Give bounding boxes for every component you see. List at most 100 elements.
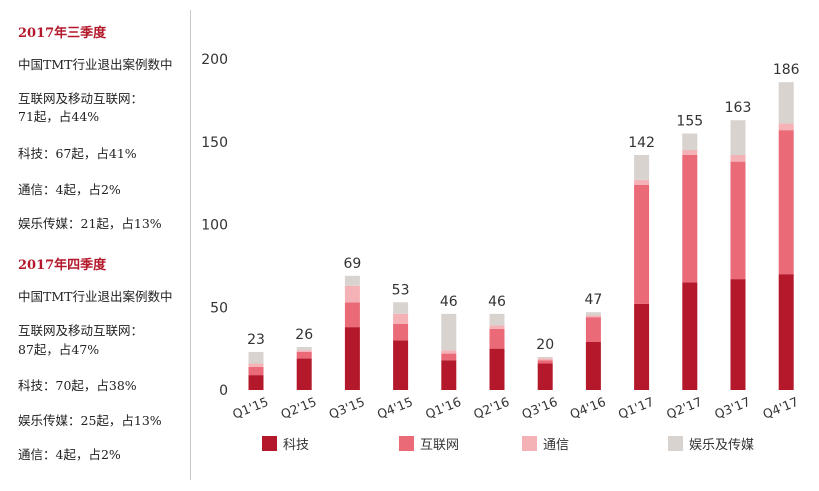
legend-label: 互联网 — [420, 438, 459, 453]
y-tick-label: 200 — [201, 52, 228, 68]
y-tick-label: 150 — [201, 135, 228, 151]
q4-internet-label: 互联网及移动互联网： — [18, 323, 144, 338]
bar-segment — [296, 346, 312, 351]
x-tick-label: Q1'17 — [616, 394, 656, 422]
bar-segment — [393, 340, 409, 390]
total-label: 163 — [725, 100, 752, 116]
bar-segment — [441, 313, 457, 351]
y-tick-label: 100 — [201, 218, 228, 234]
bar-segment — [682, 154, 698, 283]
x-tick-label: Q4'17 — [760, 394, 800, 422]
bar-segment — [730, 161, 746, 280]
x-tick-label: Q3'15 — [327, 394, 367, 422]
x-tick-label: Q4'15 — [375, 394, 415, 422]
bar-segment — [248, 363, 264, 367]
bar-segment — [441, 353, 457, 361]
total-label: 46 — [440, 294, 458, 310]
x-tick-label: Q1'16 — [423, 394, 463, 422]
total-label: 186 — [773, 62, 800, 78]
bar-segment — [537, 358, 553, 361]
legend-swatch — [668, 436, 683, 451]
bar-segment — [393, 302, 409, 314]
bar-segment — [730, 154, 746, 162]
bar-segment — [634, 184, 650, 304]
bar-segment — [489, 348, 505, 390]
bar-segment — [585, 317, 601, 343]
q3-telecom: 通信：4起，占2% — [18, 182, 121, 197]
bar-segment — [682, 150, 698, 155]
legend-label: 科技 — [283, 438, 309, 453]
bar-segment — [778, 82, 794, 124]
x-tick-label: Q4'16 — [568, 394, 608, 422]
total-labels: 23 26 69 53 46 46 20 47 142 155 163 186 — [247, 62, 800, 353]
bar-segment — [344, 285, 360, 303]
total-label: 69 — [343, 256, 361, 272]
total-label: 53 — [392, 282, 410, 298]
bar-segment — [778, 274, 794, 390]
bar-segment — [634, 154, 650, 180]
x-tick-label: Q3'17 — [712, 394, 752, 422]
x-tick-label: Q3'16 — [519, 394, 559, 422]
q4-media: 娱乐传媒：25起，占13% — [18, 413, 162, 428]
bar-segment — [537, 356, 553, 359]
q3-intro: 中国TMT行业退出案例数中 — [18, 57, 173, 72]
y-tick-label: 50 — [210, 300, 228, 316]
total-label: 47 — [584, 292, 602, 308]
bar-segment — [537, 360, 553, 364]
q3-internet-label: 互联网及移动互联网： — [18, 91, 144, 106]
total-label: 23 — [247, 332, 265, 348]
legend: 科技 互联网 通信 娱乐及传媒 — [262, 436, 754, 453]
bar-segment — [585, 342, 601, 390]
y-tick-label: 0 — [219, 383, 228, 399]
bar-segment — [585, 312, 601, 316]
bar-segment — [489, 325, 505, 329]
legend-label: 娱乐及传媒 — [689, 438, 754, 453]
bar-segment — [248, 375, 264, 390]
x-tick-label: Q2'16 — [471, 394, 511, 422]
legend-label: 通信 — [543, 438, 569, 453]
q3-internet-value: 71起，占44% — [18, 109, 100, 124]
divider — [190, 10, 191, 480]
bar-segment — [778, 130, 794, 275]
total-label: 20 — [536, 337, 554, 353]
bar-segment — [489, 328, 505, 349]
bar-segment — [344, 302, 360, 328]
bar-segment — [682, 133, 698, 151]
bar-segment — [585, 315, 601, 318]
legend-swatch — [399, 436, 414, 451]
x-tick-label: Q2'15 — [278, 394, 318, 422]
y-axis: 0 50 100 150 200 — [201, 52, 228, 399]
q3-media: 娱乐传媒：21起，占13% — [18, 216, 162, 231]
q4-title: 2017年四季度 — [18, 258, 107, 273]
bar-segment — [296, 350, 312, 352]
q3-title: 2017年三季度 — [18, 26, 107, 41]
bar-segment — [393, 323, 409, 341]
q4-tech: 科技：70起，占38% — [18, 378, 137, 393]
bar-segment — [537, 363, 553, 390]
legend-swatch — [522, 436, 537, 451]
total-label: 155 — [676, 113, 703, 129]
x-tick-label: Q2'17 — [664, 394, 704, 422]
summary-sidebar: 2017年三季度 中国TMT行业退出案例数中 互联网及移动互联网： 71起，占4… — [0, 0, 190, 491]
bar-segment — [682, 282, 698, 390]
bar-segment — [248, 351, 264, 364]
bar-segment — [296, 351, 312, 359]
bar-segment — [344, 327, 360, 390]
total-label: 46 — [488, 294, 506, 310]
bar-segment — [634, 303, 650, 390]
bar-segment — [441, 360, 457, 390]
bar-segment — [778, 123, 794, 131]
legend-swatch — [262, 436, 277, 451]
q4-internet-value: 87起，占47% — [18, 342, 100, 357]
bar-segment — [441, 350, 457, 354]
q4-intro: 中国TMT行业退出案例数中 — [18, 289, 173, 304]
q4-telecom: 通信：4起，占2% — [18, 447, 121, 462]
x-tick-label: Q1'15 — [230, 394, 270, 422]
bars — [248, 82, 794, 390]
bar-segment — [248, 366, 264, 376]
q3-tech: 科技：67起，占41% — [18, 146, 137, 161]
bar-segment — [489, 313, 505, 326]
bar-segment — [634, 179, 650, 185]
total-label: 26 — [295, 327, 313, 343]
